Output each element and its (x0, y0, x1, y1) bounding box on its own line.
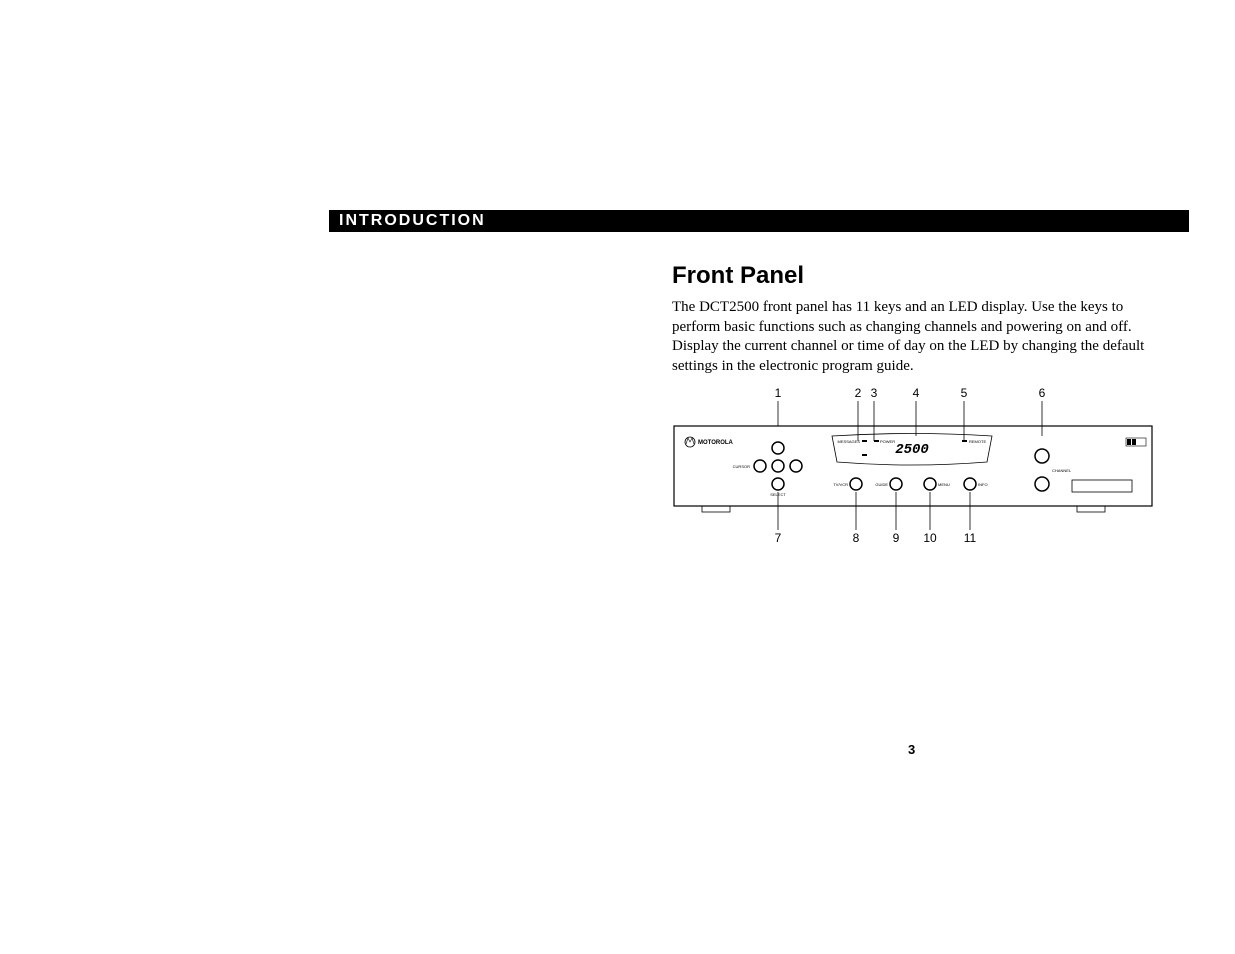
front-panel-diagram: 1 2 3 4 5 6 MOTOROLA (672, 386, 1154, 544)
svg-text:3: 3 (871, 386, 878, 400)
device-foot-right (1077, 506, 1105, 512)
svg-text:4: 4 (913, 386, 920, 400)
messages-led (862, 440, 867, 442)
callout-bottom-7: 7 (775, 492, 782, 544)
device-foot-left (702, 506, 730, 512)
svg-text:INFO: INFO (978, 482, 988, 487)
svg-text:POWER: POWER (880, 439, 895, 444)
callout-bottom-10: 10 (923, 492, 937, 544)
svg-text:REMOTE: REMOTE (969, 439, 986, 444)
remote-led (962, 440, 967, 442)
svg-text:7: 7 (775, 531, 782, 544)
svg-text:11: 11 (964, 531, 977, 544)
cursor-select-button (772, 460, 784, 472)
svg-text:8: 8 (853, 531, 860, 544)
section-title: Front Panel (672, 262, 804, 290)
menu-button (924, 478, 936, 490)
svg-text:MESSAGES: MESSAGES (838, 439, 861, 444)
callout-top-2: 2 (855, 386, 862, 441)
page-number: 3 (908, 742, 915, 757)
svg-text:2: 2 (855, 386, 862, 400)
callout-top-1: 1 (775, 386, 782, 426)
callout-top-5: 5 (961, 386, 968, 441)
header-title: INTRODUCTION (339, 212, 486, 229)
cursor-right-button (790, 460, 802, 472)
body-paragraph: The DCT2500 front panel has 11 keys and … (672, 298, 1152, 376)
motorola-m-icon (686, 438, 694, 444)
svg-text:MENU: MENU (938, 482, 950, 487)
channel-up-button (1035, 449, 1049, 463)
svg-text:9: 9 (893, 531, 900, 544)
callout-bottom-9: 9 (893, 492, 900, 544)
led-display: 2500 (895, 442, 929, 458)
svg-text:10: 10 (923, 531, 937, 544)
info-button (964, 478, 976, 490)
tvvcr-button (850, 478, 862, 490)
svg-text:1: 1 (775, 386, 782, 400)
guide-button (890, 478, 902, 490)
callout-top-3: 3 (871, 386, 878, 441)
callout-top-6: 6 (1039, 386, 1046, 436)
callout-bottom-11: 11 (964, 492, 977, 544)
channel-down-button (1035, 477, 1049, 491)
callout-bottom-8: 8 (853, 492, 860, 544)
callout-top-4: 4 (913, 386, 920, 436)
brand-label: MOTOROLA (698, 440, 734, 446)
svg-text:CHANNEL: CHANNEL (1052, 468, 1072, 473)
section-header-bar: INTRODUCTION (329, 210, 1189, 232)
cursor-label: CURSOR (733, 464, 750, 469)
cursor-left-button (754, 460, 766, 472)
svg-text:6: 6 (1039, 386, 1046, 400)
svg-text:TV/VCR: TV/VCR (833, 482, 848, 487)
cursor-down-button (772, 478, 784, 490)
power-led (874, 440, 879, 442)
svg-text:GUIDE: GUIDE (875, 482, 888, 487)
card-slot (1072, 480, 1132, 492)
cursor-up-button (772, 442, 784, 454)
svg-text:5: 5 (961, 386, 968, 400)
